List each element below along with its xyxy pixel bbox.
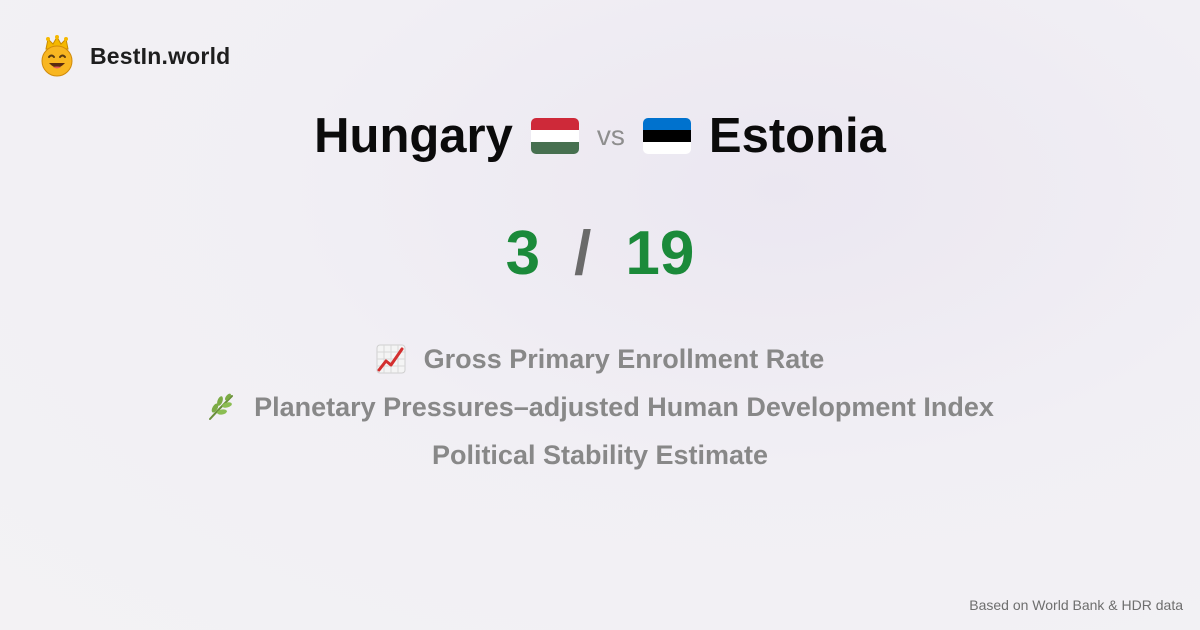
- brand-name: BestIn.world: [90, 42, 231, 69]
- left-score: 3: [505, 219, 541, 288]
- left-country-name: Hungary: [314, 109, 513, 163]
- chart-increasing-icon: [376, 344, 406, 374]
- metric-label: Planetary Pressures–adjusted Human Devel…: [254, 391, 994, 422]
- score-separator: /: [574, 219, 592, 288]
- metric-item: Planetary Pressures–adjusted Human Devel…: [0, 383, 1200, 431]
- metric-item: Gross Primary Enrollment Rate: [0, 335, 1200, 383]
- estonia-flag-icon: [642, 118, 691, 154]
- comparison-title: Hungary vs Estonia: [0, 108, 1200, 164]
- herb-icon: [209, 393, 234, 420]
- crown-smiley-icon: [41, 35, 73, 77]
- metrics-list: Gross Primary Enrollment Rate Planetary …: [0, 335, 1200, 479]
- metric-label: Political Stability Estimate: [431, 439, 769, 470]
- metric-item: Political Stability Estimate: [0, 431, 1200, 479]
- right-score: 19: [625, 219, 695, 288]
- vs-label: vs: [596, 120, 625, 151]
- hungary-flag-icon: [530, 118, 579, 154]
- score-display: 3 / 19: [0, 218, 1200, 289]
- brand-logo[interactable]: BestIn.world: [38, 35, 230, 77]
- metric-label: Gross Primary Enrollment Rate: [423, 343, 825, 374]
- data-source-note: Based on World Bank & HDR data: [969, 597, 1183, 613]
- right-country-name: Estonia: [708, 109, 886, 163]
